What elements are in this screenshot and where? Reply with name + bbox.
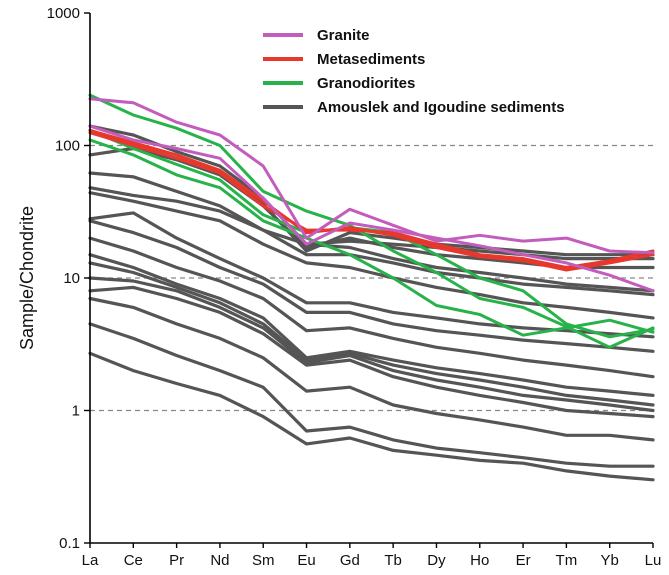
y-tick-label: 1	[72, 403, 80, 420]
series-line-amouslek-and-igoudine-sediments-12	[88, 285, 655, 419]
series-line-amouslek-and-igoudine-sediments-14	[88, 322, 655, 468]
x-tick-label-lu: Lu	[645, 552, 662, 569]
y-axis-title: Sample/Chondrite	[17, 206, 37, 350]
x-tick-label-ce: Ce	[124, 552, 143, 569]
series-line-amouslek-and-igoudine-sediments-3	[88, 171, 655, 297]
x-tick-label-gd: Gd	[340, 552, 360, 569]
x-tick-label-nd: Nd	[210, 552, 229, 569]
series-line-amouslek-and-igoudine-sediments-8	[88, 236, 655, 379]
series-line-granodiorites-17	[88, 138, 655, 337]
y-tick-label: 10	[63, 270, 80, 287]
series-lines	[88, 93, 655, 482]
series-line-amouslek-and-igoudine-sediments-13	[88, 296, 655, 442]
legend-label-amouslek-and-igoudine-sediments: Amouslek and Igoudine sediments	[317, 99, 565, 116]
series-line-granite-21	[88, 97, 655, 255]
series-line-amouslek-and-igoudine-sediments-15	[88, 351, 655, 482]
series-line-metasediments-20	[88, 131, 655, 269]
y-tick-labels: 0.1 1 10 100 1000	[47, 5, 90, 552]
x-tick-label-tm: Tm	[556, 552, 578, 569]
series-line-amouslek-and-igoudine-sediments-9	[88, 253, 655, 397]
series-line-amouslek-and-igoudine-sediments-5	[88, 191, 655, 320]
x-tick-label-sm: Sm	[252, 552, 275, 569]
x-tick-label-tb: Tb	[384, 552, 402, 569]
series-line-granite-22	[88, 124, 655, 293]
legend-label-metasediments: Metasediments	[317, 51, 425, 68]
x-tick-label-eu: Eu	[297, 552, 315, 569]
y-tick-label: 1000	[47, 5, 80, 22]
x-tick-label-dy: Dy	[427, 552, 446, 569]
x-tick-label-er: Er	[516, 552, 531, 569]
y-tick-label: 100	[55, 138, 80, 155]
series-line-amouslek-and-igoudine-sediments-7	[88, 219, 655, 353]
series-line-amouslek-and-igoudine-sediments-10	[88, 261, 655, 407]
x-tick-label-pr: Pr	[169, 552, 184, 569]
series-line-amouslek-and-igoudine-sediments-11	[88, 276, 655, 413]
gridlines	[90, 144, 653, 412]
y-tick-label: 0.1	[59, 535, 80, 552]
series-line-amouslek-and-igoudine-sediments-1	[88, 146, 655, 270]
legend-label-granite: Granite	[317, 27, 370, 44]
series-line-granodiorites-18	[88, 128, 655, 339]
legend-label-granodiorites: Granodiorites	[317, 75, 415, 92]
series-line-granodiorites-16	[88, 93, 655, 349]
legend: Granite Metasediments Granodiorites Amousle…	[263, 27, 565, 116]
x-tick-labels: La Ce Pr Nd Sm Eu Gd Tb Dy Ho Er Tm Yb Lu	[82, 543, 662, 569]
x-tick-label-ho: Ho	[470, 552, 489, 569]
series-line-amouslek-and-igoudine-sediments-4	[88, 186, 655, 293]
x-tick-label-yb: Yb	[601, 552, 619, 569]
x-tick-label-la: La	[82, 552, 99, 569]
